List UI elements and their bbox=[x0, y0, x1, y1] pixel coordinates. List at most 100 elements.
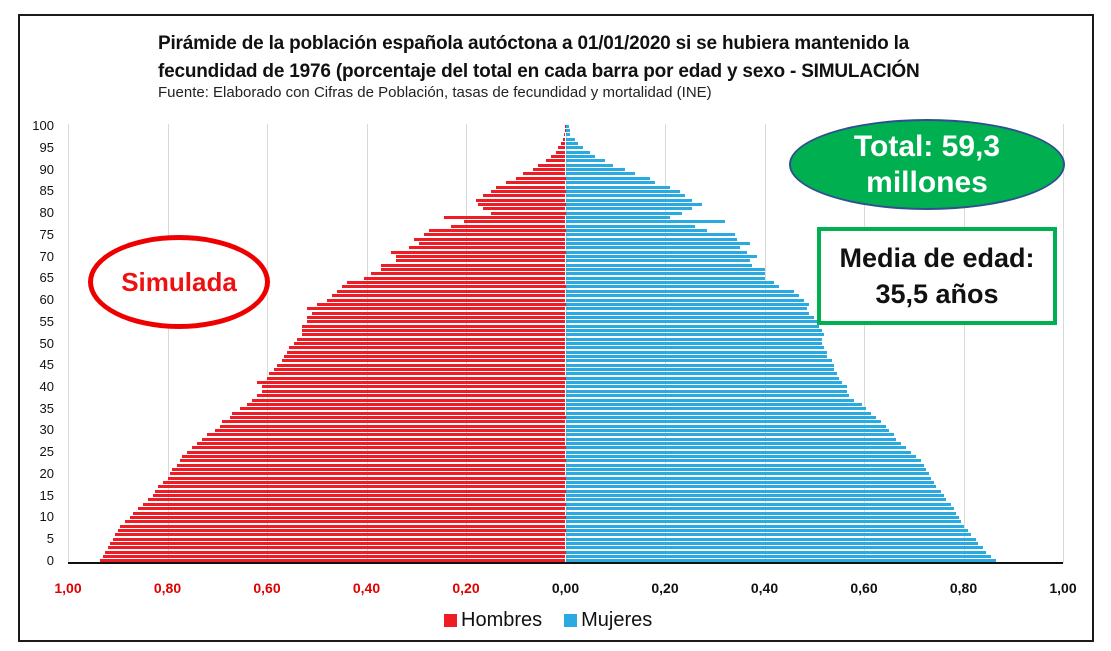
bar-mujeres bbox=[565, 333, 825, 337]
x-tick-label: 0,60 bbox=[850, 580, 878, 596]
bar-hombres bbox=[301, 333, 566, 337]
chart-subtitle: Fuente: Elaborado con Cifras de Població… bbox=[158, 84, 712, 101]
bar-mujeres bbox=[565, 359, 832, 363]
bar-hombres bbox=[262, 385, 566, 389]
bar-mujeres bbox=[565, 189, 680, 193]
bar-mujeres bbox=[565, 320, 820, 324]
bar-mujeres bbox=[565, 307, 807, 311]
bar-hombres bbox=[301, 328, 566, 332]
bar-mujeres bbox=[565, 142, 578, 146]
bar-hombres bbox=[110, 541, 566, 545]
bar-mujeres bbox=[565, 237, 738, 241]
bar-mujeres bbox=[565, 220, 725, 224]
legend-item-hombres: Hombres bbox=[444, 609, 542, 632]
x-tick-label: 0,40 bbox=[352, 580, 381, 596]
bar-mujeres bbox=[565, 202, 703, 206]
bar-hombres bbox=[346, 281, 566, 285]
bar-mujeres bbox=[565, 194, 685, 198]
bar-hombres bbox=[391, 250, 566, 254]
bar-hombres bbox=[408, 246, 566, 250]
bar-hombres bbox=[115, 533, 566, 537]
y-tick-label: 0 bbox=[46, 552, 54, 568]
bar-hombres bbox=[428, 228, 566, 232]
y-tick-label: 85 bbox=[39, 183, 54, 199]
bar-hombres bbox=[538, 163, 566, 167]
y-tick-label: 100 bbox=[32, 118, 54, 134]
x-tick-label: 0,20 bbox=[452, 580, 480, 596]
bar-mujeres bbox=[565, 250, 748, 254]
legend: Hombres Mujeres bbox=[444, 609, 652, 632]
bar-hombres bbox=[289, 346, 566, 350]
bar-mujeres bbox=[565, 289, 795, 293]
bar-hombres bbox=[229, 415, 566, 419]
bar-mujeres bbox=[565, 302, 810, 306]
bar-mujeres bbox=[565, 311, 810, 315]
bar-mujeres bbox=[565, 328, 822, 332]
chart-title-line1: Pirámide de la población española autóct… bbox=[158, 33, 910, 54]
bar-hombres bbox=[247, 402, 566, 406]
bar-mujeres bbox=[565, 472, 929, 476]
y-tick-label: 45 bbox=[39, 357, 54, 373]
bar-hombres bbox=[202, 437, 566, 441]
bar-hombres bbox=[478, 202, 566, 206]
chart-frame bbox=[18, 14, 1094, 642]
x-tick-label: 0,80 bbox=[153, 580, 182, 596]
bar-hombres bbox=[336, 289, 566, 293]
bar-hombres bbox=[107, 546, 566, 550]
total-line2: millones bbox=[866, 165, 988, 199]
bar-mujeres bbox=[565, 324, 820, 328]
y-tick-label: 90 bbox=[39, 161, 54, 177]
bar-mujeres bbox=[565, 263, 753, 267]
bar-hombres bbox=[451, 224, 566, 228]
bar-mujeres bbox=[565, 385, 847, 389]
y-tick-label: 10 bbox=[39, 509, 54, 525]
simulada-ellipse: Simulada bbox=[88, 235, 270, 329]
x-tick-label: 1,00 bbox=[1049, 580, 1077, 596]
x-axis-line bbox=[68, 562, 1063, 564]
bar-hombres bbox=[276, 363, 566, 367]
bar-hombres bbox=[341, 285, 566, 289]
bar-hombres bbox=[560, 142, 566, 146]
gridline bbox=[1063, 124, 1064, 563]
bar-mujeres bbox=[565, 342, 822, 345]
bar-mujeres bbox=[565, 176, 651, 180]
bar-hombres bbox=[306, 320, 566, 324]
bar-hombres bbox=[483, 207, 566, 211]
bar-mujeres bbox=[565, 155, 596, 159]
bar-mujeres bbox=[565, 541, 979, 545]
bar-hombres bbox=[364, 276, 566, 280]
bar-mujeres bbox=[565, 168, 626, 172]
bar-mujeres bbox=[565, 515, 959, 519]
media-line2: 35,5 años bbox=[875, 279, 999, 309]
bar-hombres bbox=[381, 263, 566, 267]
bar-mujeres bbox=[565, 507, 954, 511]
bar-hombres bbox=[396, 259, 566, 263]
bar-hombres bbox=[257, 394, 566, 398]
media-line1: Media de edad: bbox=[839, 243, 1035, 273]
bar-hombres bbox=[157, 485, 566, 489]
bar-mujeres bbox=[565, 363, 835, 367]
legend-item-mujeres: Mujeres bbox=[564, 609, 652, 632]
bar-mujeres bbox=[565, 415, 877, 419]
bar-mujeres bbox=[565, 268, 765, 272]
bar-hombres bbox=[142, 502, 566, 506]
bar-mujeres bbox=[565, 433, 894, 437]
y-tick-label: 75 bbox=[39, 226, 54, 242]
bar-hombres bbox=[252, 398, 566, 402]
bar-hombres bbox=[102, 554, 566, 558]
bar-mujeres bbox=[565, 276, 765, 280]
x-tick-label: 1,00 bbox=[54, 580, 82, 596]
bar-mujeres bbox=[565, 550, 986, 554]
bar-mujeres bbox=[565, 350, 827, 354]
bar-hombres bbox=[490, 189, 566, 193]
bar-mujeres bbox=[565, 533, 971, 537]
bar-hombres bbox=[187, 450, 566, 454]
bar-hombres bbox=[523, 172, 566, 176]
bar-mujeres bbox=[565, 463, 924, 467]
bar-hombres bbox=[125, 520, 566, 524]
y-tick-label: 20 bbox=[39, 465, 54, 481]
bar-hombres bbox=[117, 528, 566, 532]
bar-hombres bbox=[267, 376, 566, 380]
bar-hombres bbox=[558, 146, 566, 150]
bar-mujeres bbox=[565, 185, 670, 189]
